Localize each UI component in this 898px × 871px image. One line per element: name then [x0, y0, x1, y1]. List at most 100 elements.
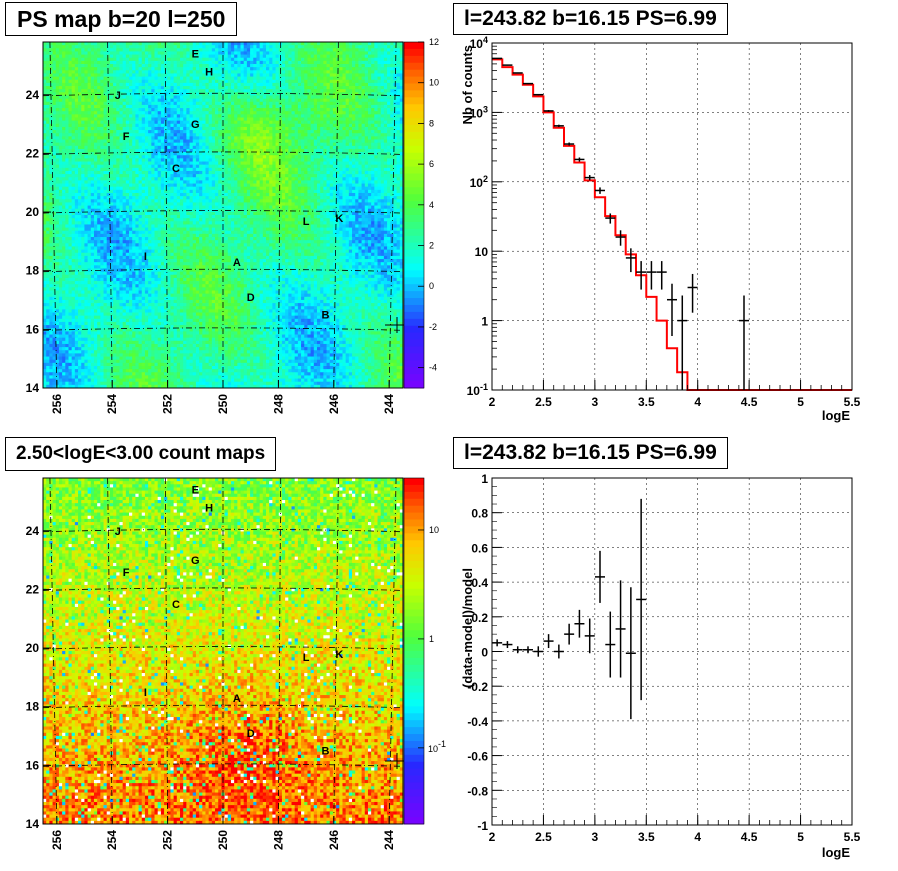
source-label-I: I: [144, 687, 147, 699]
colorbar-segment: [404, 706, 424, 714]
colorbar-segment: [404, 194, 424, 202]
x-tick-label-4.5: 4.5: [741, 395, 758, 409]
x-tick-label-244: 244: [382, 830, 396, 850]
y-tick-label-1: 1: [481, 472, 488, 486]
data-point: [625, 248, 636, 273]
colorbar-segment: [404, 678, 424, 687]
colorbar-segment: [404, 803, 424, 811]
colorbar-segment: [404, 138, 424, 147]
x-tick-label-2: 2: [489, 395, 496, 409]
source-label-B: B: [321, 746, 329, 758]
colorbar-label-12: 12: [429, 37, 439, 47]
colorbar-segment: [404, 48, 424, 57]
source-label-E: E: [192, 49, 199, 61]
y-tick-label-0.8: 0.8: [471, 507, 488, 521]
colorbar-segment: [404, 789, 424, 797]
source-label-F: F: [123, 567, 130, 579]
colorbar-segment: [404, 131, 424, 140]
residual-grid: [491, 477, 853, 826]
colorbar-segment: [404, 526, 424, 534]
residual-point: [625, 587, 636, 720]
residual-point: [543, 634, 554, 649]
residual-point: [523, 646, 533, 654]
colorbar-segment: [404, 644, 424, 652]
x-tick-label-250: 250: [216, 830, 230, 850]
x-tick-label-3.5: 3.5: [638, 830, 655, 844]
colorbar-label--4: -4: [429, 363, 437, 373]
colorbar-segment: [404, 284, 424, 292]
x-tick-label-3.5: 3.5: [638, 395, 655, 409]
y-tick-label--0.6: -0.6: [467, 750, 488, 764]
data-point: [656, 261, 667, 290]
colorbar-segment: [404, 304, 424, 313]
y-tick-label-10^3: 103: [470, 104, 488, 120]
colorbar-segment: [404, 249, 424, 258]
colorbar-segment: [404, 90, 424, 98]
colorbar-segment: [404, 208, 424, 216]
parallel-line: [42, 763, 404, 767]
colorbar-label-0: 0: [429, 281, 434, 291]
ps-map-title: PS map b=20 l=250: [5, 2, 238, 36]
y-tick-label-14: 14: [26, 817, 40, 831]
colorbar-segment: [404, 201, 424, 209]
colorbar-segment: [404, 76, 424, 85]
meridian-line: [333, 41, 339, 389]
colorbar-segment: [404, 215, 424, 223]
colorbar-segment: [404, 484, 424, 493]
colorbar-segment: [404, 159, 424, 168]
source-label-H: H: [205, 502, 213, 514]
colorbar-segment: [404, 547, 424, 555]
y-tick-label-20: 20: [26, 641, 40, 655]
colorbar-label--2: -2: [429, 322, 437, 332]
y-tick-label-0.4: 0.4: [471, 576, 488, 590]
meridian-line: [277, 41, 282, 389]
source-label-K: K: [335, 213, 343, 225]
parallel-line: [42, 327, 404, 331]
parallel-line: [42, 704, 404, 709]
colorbar-frame: [403, 41, 425, 389]
colorbar-segment: [404, 104, 424, 112]
data-point: [667, 283, 677, 336]
colorbar-segment: [404, 810, 424, 818]
y-tick-label--1: -1: [477, 819, 488, 833]
colorbar-segment: [404, 318, 424, 327]
heatmap-panel-3: 256 254 252 250 248 246 244 14 16 18 20 22 24 EH J G F C L…: [26, 477, 446, 850]
data-point: [636, 261, 647, 290]
source-label-C: C: [172, 163, 180, 175]
y-tick-label-16: 16: [26, 322, 40, 336]
source-label-A: A: [233, 257, 241, 269]
x-tick-label-254: 254: [105, 830, 119, 850]
colorbar: 12 10 8 6 4 2 0 -2 -4: [403, 37, 439, 389]
colorbar-segment: [404, 270, 424, 278]
source-label-A: A: [233, 693, 241, 705]
colorbar-segment: [404, 360, 424, 368]
colorbar-segment: [404, 180, 424, 188]
data-point: [533, 93, 544, 96]
residual-panel: 2 2.5 3 3.5 4 4.5 5 5.5 -1 -0.8 -0.6 -0.4 -0.2 0 0.2 0.…: [460, 472, 861, 860]
spectrum-ylabel: Nb of counts: [460, 45, 475, 124]
colorbar-segment: [404, 567, 424, 576]
y-tick-label-1: 1: [481, 315, 488, 329]
y-tick-label-22: 22: [26, 146, 40, 160]
source-label-J: J: [115, 90, 121, 102]
colorbar-segment: [404, 55, 424, 64]
y-tick-label-18: 18: [26, 264, 40, 278]
y-tick-label-24: 24: [26, 88, 40, 102]
colorbar-segment: [404, 298, 424, 306]
source-label-L: L: [303, 652, 310, 664]
colorbar-segment: [404, 228, 424, 237]
source-label-F: F: [123, 131, 130, 143]
residual-xlabel: logE: [822, 845, 850, 860]
colorbar-segment: [404, 782, 424, 790]
x-tick-label-246: 246: [327, 394, 341, 414]
spectrum-grid: [491, 42, 853, 391]
meridian-line: [49, 477, 58, 825]
colorbar-label-10: 10: [429, 525, 439, 535]
source-label-L: L: [303, 216, 310, 228]
data-point: [523, 82, 533, 85]
colorbar-segment: [404, 291, 424, 299]
y-tick-label-0: 0: [481, 646, 488, 660]
source-label-C: C: [172, 599, 180, 611]
colorbar-segment: [404, 118, 424, 126]
colorbar-segment: [404, 325, 424, 334]
